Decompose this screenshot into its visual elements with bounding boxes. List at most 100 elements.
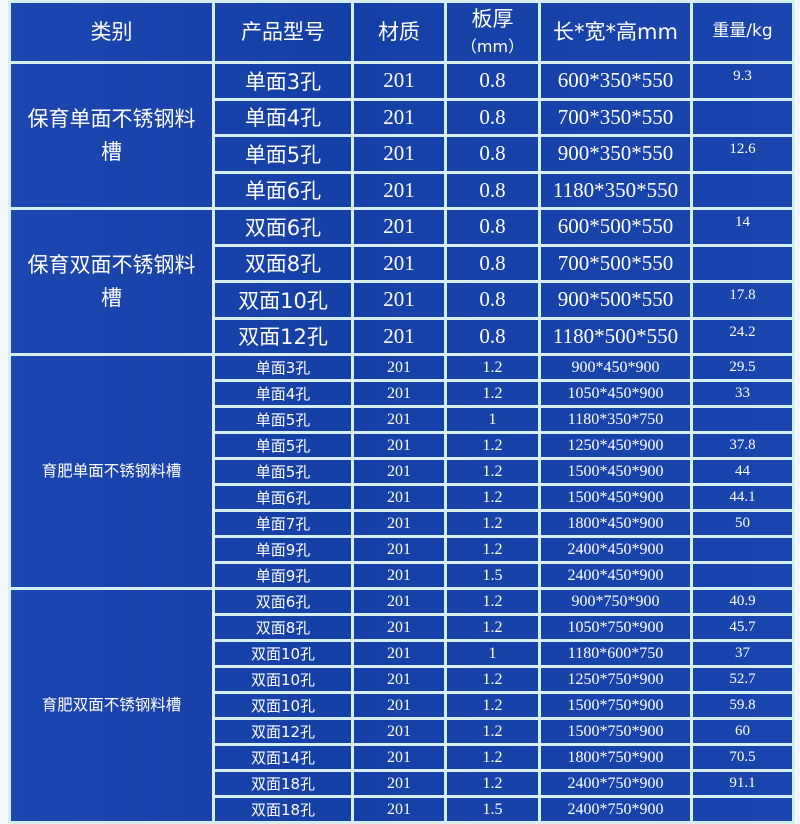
material-cell: 201	[351, 379, 447, 408]
thickness-cell: 1.2	[444, 379, 541, 408]
model-cell: 双面10孔	[212, 639, 354, 668]
dimensions-cell: 900*450*900	[538, 353, 693, 382]
weight-cell: 52.7	[690, 665, 795, 694]
thickness-cell: 0.8	[444, 170, 541, 210]
table-row: 单面4孔 201 1.2 1050*450*900 33	[10, 379, 795, 408]
thickness-cell: 1	[444, 405, 541, 434]
dimensions-cell: 1250*450*900	[538, 431, 693, 460]
table-row: 单面5孔 201 0.8 900*350*550 12.6	[10, 134, 795, 174]
thickness-cell: 0.8	[444, 316, 541, 356]
thickness-cell: 1.2	[444, 769, 541, 798]
dimensions-cell: 2400*750*900	[538, 769, 693, 798]
thickness-cell: 0.8	[444, 207, 541, 247]
model-cell: 双面12孔	[212, 316, 354, 356]
thickness-cell: 1.2	[444, 509, 541, 538]
material-cell: 201	[351, 134, 447, 174]
material-cell: 201	[351, 97, 447, 137]
model-cell: 单面4孔	[212, 97, 354, 137]
material-cell: 201	[351, 170, 447, 210]
dimensions-cell: 1180*500*550	[538, 316, 693, 356]
weight-cell: 9.3	[690, 61, 795, 101]
model-cell: 双面10孔	[212, 280, 354, 320]
weight-cell: 17.8	[690, 280, 795, 320]
table-row: 单面9孔 201 1.2 2400*450*900	[10, 535, 795, 564]
thickness-cell: 1.2	[444, 457, 541, 486]
material-cell: 201	[351, 717, 447, 746]
thickness-cell: 0.8	[444, 134, 541, 174]
model-cell: 双面6孔	[212, 587, 354, 616]
model-cell: 单面5孔	[212, 134, 354, 174]
model-cell: 双面10孔	[212, 665, 354, 694]
material-cell: 201	[351, 405, 447, 434]
material-cell: 201	[351, 431, 447, 460]
model-cell: 单面5孔	[212, 457, 354, 486]
thickness-cell: 0.8	[444, 97, 541, 137]
dimensions-cell: 2400*750*900	[538, 795, 693, 824]
table-row: 双面10孔 201 1 1180*600*750 37	[10, 639, 795, 668]
category-cell: 保育单面不锈钢料槽	[8, 61, 215, 210]
header-category: 类别	[8, 0, 215, 64]
material-cell: 201	[351, 613, 447, 642]
thickness-cell: 0.8	[444, 280, 541, 320]
thickness-cell: 1.2	[444, 691, 541, 720]
weight-cell: 44	[690, 457, 795, 486]
material-cell: 201	[351, 483, 447, 512]
table-row: 育肥双面不锈钢料槽 双面6孔 201 1.2 900*750*900 40.9	[8, 587, 795, 824]
table-row: 单面5孔 201 1.2 1250*450*900 37.8	[10, 431, 795, 460]
weight-cell	[690, 243, 795, 283]
model-cell: 双面10孔	[212, 691, 354, 720]
weight-cell: 37.8	[690, 431, 795, 460]
table-row: 双面12孔 201 0.8 1180*500*550 24.2	[10, 316, 795, 356]
header-row: 类别 产品型号 材质 板厚 （mm） 长*宽*高mm 重量/kg	[8, 0, 795, 64]
dimensions-cell: 1180*600*750	[538, 639, 693, 668]
table-row: 单面4孔 201 0.8 700*350*550	[10, 97, 795, 137]
table-row: 单面5孔 201 1.2 1500*450*900 44	[10, 457, 795, 486]
dimensions-cell: 700*350*550	[538, 97, 693, 137]
thickness-cell: 1.2	[444, 587, 541, 616]
table-row: 双面8孔 201 1.2 1050*750*900 45.7	[10, 613, 795, 642]
dimensions-cell: 900*350*550	[538, 134, 693, 174]
material-cell: 201	[351, 743, 447, 772]
weight-cell: 24.2	[690, 316, 795, 356]
weight-cell: 59.8	[690, 691, 795, 720]
weight-cell	[690, 97, 795, 137]
dimensions-cell: 700*500*550	[538, 243, 693, 283]
model-cell: 单面7孔	[212, 509, 354, 538]
dimensions-cell: 1180*350*550	[538, 170, 693, 210]
category-cell: 育肥双面不锈钢料槽	[8, 587, 215, 824]
material-cell: 201	[351, 457, 447, 486]
weight-cell: 37	[690, 639, 795, 668]
dimensions-cell: 1050*750*900	[538, 613, 693, 642]
material-cell: 201	[351, 665, 447, 694]
thickness-cell: 1	[444, 639, 541, 668]
dimensions-cell: 1050*450*900	[538, 379, 693, 408]
model-cell: 单面5孔	[212, 431, 354, 460]
table-row: 育肥单面不锈钢料槽 单面3孔 201 1.2 900*450*900 29.5	[8, 353, 795, 590]
model-cell: 单面3孔	[212, 353, 354, 382]
table-row: 双面12孔 201 1.2 1500*750*900 60	[10, 717, 795, 746]
table-row: 保育双面不锈钢料槽 双面6孔 201 0.8 600*500*550 14	[8, 207, 795, 356]
thickness-cell: 1.2	[444, 535, 541, 564]
thickness-cell: 1.2	[444, 613, 541, 642]
weight-cell: 14	[690, 207, 795, 247]
header-thickness: 板厚 （mm）	[444, 0, 541, 64]
dimensions-cell: 600*350*550	[538, 61, 693, 101]
weight-cell	[690, 405, 795, 434]
weight-cell	[690, 561, 795, 590]
material-cell: 201	[351, 509, 447, 538]
model-cell: 双面14孔	[212, 743, 354, 772]
weight-cell	[690, 170, 795, 210]
model-cell: 双面12孔	[212, 717, 354, 746]
table-row: 双面8孔 201 0.8 700*500*550	[10, 243, 795, 283]
thickness-cell: 1.2	[444, 431, 541, 460]
weight-cell: 29.5	[690, 353, 795, 382]
thickness-cell: 1.2	[444, 743, 541, 772]
header-dimensions: 长*宽*高mm	[538, 0, 693, 64]
table-row: 双面10孔 201 0.8 900*500*550 17.8	[10, 280, 795, 320]
material-cell: 201	[351, 639, 447, 668]
table-row: 单面9孔 201 1.5 2400*450*900	[10, 561, 795, 590]
model-cell: 单面6孔	[212, 483, 354, 512]
material-cell: 201	[351, 61, 447, 101]
header-model: 产品型号	[212, 0, 354, 64]
weight-cell: 40.9	[690, 587, 795, 616]
